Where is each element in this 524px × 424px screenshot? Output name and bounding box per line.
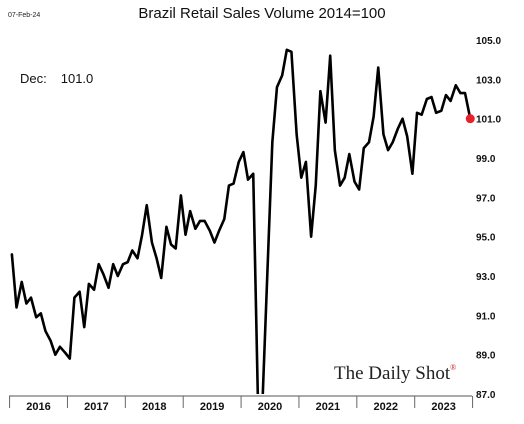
x-tick-label: 2023	[431, 401, 455, 413]
y-tick-label: 97.0	[476, 193, 496, 204]
series-line	[10, 48, 472, 394]
latest-value-annotation: Dec: 101.0	[20, 71, 93, 86]
y-tick-label: 105.0	[476, 36, 501, 47]
y-tick-label: 89.0	[476, 351, 496, 362]
y-tick-label: 95.0	[476, 233, 496, 244]
x-tick-label: 2021	[316, 401, 340, 413]
y-tick-label: 99.0	[476, 154, 496, 165]
latest-point-marker	[465, 114, 475, 124]
y-tick-label: 91.0	[476, 311, 496, 322]
annotation-label: Dec:	[20, 71, 47, 86]
series-layer	[10, 48, 475, 394]
x-tick-label: 2017	[84, 401, 108, 413]
y-tick-label: 103.0	[476, 75, 501, 86]
y-tick-label: 93.0	[476, 272, 496, 283]
watermark-text: The Daily Shot	[334, 363, 451, 384]
annotation-value: 101.0	[60, 71, 94, 86]
watermark: The Daily Shot®	[334, 363, 456, 385]
x-tick-label: 2016	[26, 401, 50, 413]
x-tick-label: 2018	[142, 401, 166, 413]
x-tick-label: 2022	[374, 401, 398, 413]
x-tick-label: 2020	[258, 401, 282, 413]
date-stamp: 07-Feb-24	[8, 12, 41, 19]
axes-layer: 2016 2017 2018 2019 2020 2021 2022 2023 105.0 103…	[9, 36, 501, 413]
y-tick-label: 101.0	[476, 115, 501, 126]
chart-title: Brazil Retail Sales Volume 2014=100	[138, 5, 386, 22]
x-tick-label: 2019	[200, 401, 224, 413]
y-tick-label: 87.0	[476, 390, 496, 401]
watermark-mark: ®	[450, 363, 457, 372]
